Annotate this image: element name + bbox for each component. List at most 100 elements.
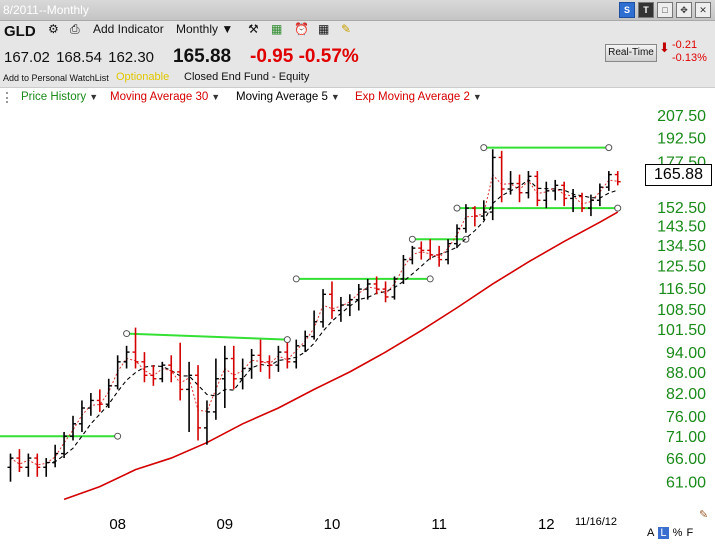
ohlc-bar <box>114 355 121 390</box>
realtime-button[interactable]: Real-Time <box>605 44 657 62</box>
ohlc-bar <box>123 345 130 369</box>
ohlc-bar <box>159 361 166 383</box>
legend-ma5[interactable]: Moving Average 5 ▼ <box>236 91 340 103</box>
ma5-line <box>46 178 618 464</box>
ohlc-bar <box>132 327 139 369</box>
legend-ma30[interactable]: Moving Average 30 ▼ <box>110 91 220 103</box>
price-change: -0.95 -0.57% <box>250 46 359 68</box>
ohlc-bar <box>203 400 210 445</box>
price-chart[interactable]: 207.50192.50177.50152.50143.50134.50125.… <box>0 107 715 544</box>
x-tick-label: 08 <box>109 516 126 533</box>
trendline-handle <box>453 204 461 212</box>
settings-icon[interactable]: ⚙ <box>48 22 59 36</box>
print-icon[interactable]: ⎙ <box>70 22 80 36</box>
ohlc-bar <box>614 171 621 186</box>
ohlc-bar <box>7 453 14 482</box>
y-tick-label: 101.50 <box>657 322 706 339</box>
fit-button[interactable]: F <box>686 527 694 539</box>
legend-ma5-label: Moving Average 5 <box>236 91 328 103</box>
ohlc-bar <box>507 171 514 195</box>
ma30-layer <box>63 211 619 501</box>
ohlc-bar <box>150 365 157 386</box>
minimize-icon[interactable]: □ <box>657 2 673 18</box>
percent-scale-button[interactable]: % <box>672 527 683 539</box>
tools-icon[interactable]: ⚒ <box>248 22 259 36</box>
ohlc-bar <box>454 224 460 249</box>
x-tick-label: 12 <box>538 516 555 533</box>
auto-scale-button[interactable]: A <box>647 527 655 539</box>
chevron-down-icon: ▼ <box>211 92 221 102</box>
ohlc-bar <box>400 254 407 284</box>
y-tick-label: 125.50 <box>657 259 706 276</box>
y-tick-label: 192.50 <box>657 130 706 147</box>
s-icon[interactable]: S <box>619 2 635 18</box>
x-tick-label: 09 <box>216 516 233 533</box>
ohlc-bar <box>445 239 452 265</box>
ohlc-bar <box>248 348 255 379</box>
quote-header: GLD ⚙ ⎙ Add Indicator Monthly ▼ ⚒ ▦ ⏰ ▦ … <box>0 21 715 87</box>
ohlc-bar <box>168 355 175 383</box>
ohlc-bar <box>105 378 112 409</box>
watchlist-link[interactable]: Add to Personal WatchList <box>3 73 109 83</box>
ohlc-bar <box>498 150 505 203</box>
ohlc-bar <box>257 339 264 372</box>
y-tick-label: 94.00 <box>666 345 706 362</box>
move-icon[interactable]: ✥ <box>676 2 692 18</box>
chevron-down-icon: ▼ <box>330 92 340 102</box>
y-tick-label: 143.50 <box>657 218 706 235</box>
fund-type: Closed End Fund - Equity <box>184 71 310 83</box>
ohlc-bar <box>87 393 94 416</box>
ohlc-bar <box>543 181 550 209</box>
y-tick-label: 76.00 <box>666 409 706 426</box>
tv-icon[interactable]: T <box>638 2 654 18</box>
ohlc-bar <box>579 192 586 213</box>
ticker-symbol[interactable]: GLD <box>4 23 36 40</box>
ohlc-bar <box>221 345 228 409</box>
y-tick-label: 207.50 <box>657 108 706 125</box>
y-tick-label: 116.50 <box>658 281 706 298</box>
ohlc-bar <box>552 179 559 201</box>
trendline-handle <box>114 432 122 440</box>
rt-change-value: -0.21 <box>672 39 698 51</box>
note-icon[interactable]: ✎ <box>341 22 352 36</box>
ohlc-bar <box>230 345 237 390</box>
table-icon[interactable]: ▦ <box>318 22 330 36</box>
log-scale-button[interactable]: L <box>658 527 669 539</box>
trendline-handle <box>292 275 300 283</box>
close-icon[interactable]: ✕ <box>695 2 711 18</box>
change-value: -0.95 <box>250 46 294 67</box>
window-title[interactable]: 8/2011--Monthly <box>3 3 89 17</box>
legend-price-history[interactable]: Price History ▼ <box>21 91 98 103</box>
add-indicator-button[interactable]: Add Indicator <box>93 22 164 36</box>
y-tick-label: 152.50 <box>657 200 706 217</box>
ohlc-bar <box>409 245 416 265</box>
legend-price-history-label: Price History <box>21 91 87 103</box>
indicator-legend: Price History ▼ Moving Average 30 ▼ Moving… <box>0 87 715 108</box>
drag-handle-icon[interactable] <box>6 92 11 103</box>
ohlc-bar <box>43 458 50 477</box>
ohlc-bar <box>587 194 594 217</box>
chart-type-icon[interactable]: ▦ <box>271 22 283 36</box>
ohlc-bar <box>52 444 59 468</box>
ohlc-bar <box>436 245 443 267</box>
ohlc-bar <box>302 330 309 353</box>
period-select[interactable]: Monthly ▼ <box>176 22 234 36</box>
ohlc-bar <box>489 149 496 221</box>
window-controls: S T □ ✥ ✕ <box>619 2 711 18</box>
trendline-handle <box>426 275 434 283</box>
scale-buttons: A L % F <box>647 527 694 539</box>
optionable-link[interactable]: Optionable <box>116 71 170 83</box>
x-axis: 08 09 10 11 12 <box>109 516 554 533</box>
ohlc-bar <box>570 189 577 213</box>
ohlc-bar <box>34 453 41 477</box>
last-price-marker: 165.88 <box>645 164 712 186</box>
high-value: 168.54 <box>56 49 102 66</box>
current-date: 11/16/12 <box>575 516 618 528</box>
ohlc-bar <box>418 241 425 260</box>
ohlc-bar <box>480 200 487 221</box>
clock-icon[interactable]: ⏰ <box>294 22 309 36</box>
legend-ema2[interactable]: Exp Moving Average 2 ▼ <box>355 91 482 103</box>
pencil-icon[interactable]: ✎ <box>699 509 709 521</box>
chevron-down-icon: ▼ <box>472 92 482 102</box>
trendline-layer[interactable] <box>0 144 622 440</box>
